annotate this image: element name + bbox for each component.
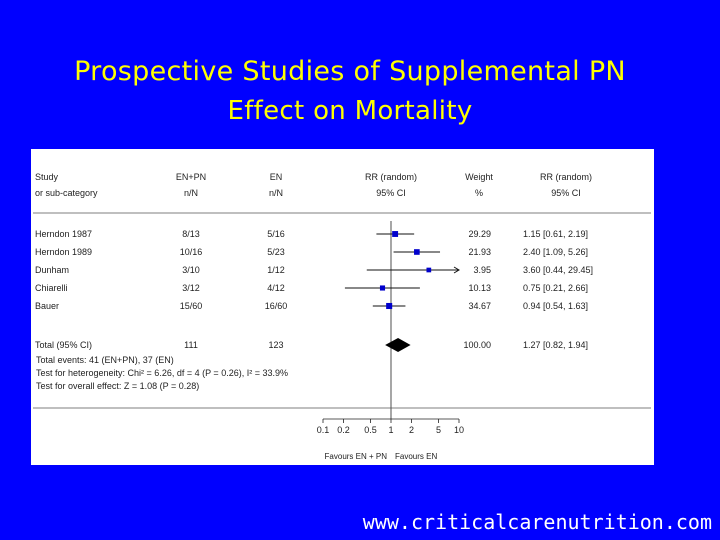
study-name: Chiarelli: [35, 283, 68, 293]
study-weight: 10.13: [468, 283, 491, 293]
study-en-pn: 3/10: [182, 265, 200, 275]
effect-square: [426, 267, 432, 273]
study-en: 16/60: [265, 301, 288, 311]
total-name: Total (95% CI): [35, 340, 92, 350]
study-en: 5/23: [267, 247, 285, 257]
study-name: Herndon 1989: [35, 247, 92, 257]
x-label-right: Favours EN: [395, 452, 437, 461]
total-en-pn: 111: [184, 340, 198, 350]
forest-plot: Study or sub-category EN+PN n/N EN n/N RR (ran…: [33, 172, 651, 461]
total-en: 123: [268, 340, 283, 350]
study-name: Bauer: [35, 301, 59, 311]
study-ci-text: 1.15 [0.61, 2.19]: [523, 229, 588, 239]
total-ci-text: 1.27 [0.82, 1.94]: [523, 340, 588, 350]
study-weight: 29.29: [468, 229, 491, 239]
header-en_pn: EN+PN: [176, 172, 206, 182]
study-ci-text: 2.40 [1.09, 5.26]: [523, 247, 588, 257]
study-name: Herndon 1987: [35, 229, 92, 239]
study-en: 1/12: [267, 265, 285, 275]
header-rr: RR (random): [365, 172, 417, 182]
header-weight: Weight: [465, 172, 493, 182]
study-weight: 21.93: [468, 247, 491, 257]
x-tick-label: 0.2: [337, 425, 350, 435]
slide-title: Prospective Studies of Supplemental PN: [74, 56, 626, 87]
study-en-pn: 15/60: [180, 301, 203, 311]
header-rr_ci-sub: 95% CI: [551, 188, 581, 198]
x-tick-label: 5: [436, 425, 441, 435]
study-en-pn: 3/12: [182, 283, 200, 293]
study-en: 5/16: [267, 229, 285, 239]
study-ci-text: 0.94 [0.54, 1.63]: [523, 301, 588, 311]
header-en-sub: n/N: [269, 188, 283, 198]
x-label-left: Favours EN + PN: [325, 452, 388, 461]
effect-square: [392, 231, 399, 237]
study-name: Dunham: [35, 265, 69, 275]
x-tick-label: 2: [409, 425, 414, 435]
header-study: Study: [35, 172, 59, 182]
website-url: www.criticalcarenutrition.com: [362, 510, 712, 534]
study-en-pn: 10/16: [180, 247, 203, 257]
study-weight: 3.95: [473, 265, 491, 275]
slide-subtitle: Effect on Mortality: [227, 96, 473, 126]
pooled-diamond: [385, 338, 411, 352]
total-events-text: Total events: 41 (EN+PN), 37 (EN): [36, 355, 174, 365]
study-weight: 34.67: [468, 301, 491, 311]
header-en: EN: [270, 172, 283, 182]
study-en: 4/12: [267, 283, 285, 293]
header-study-sub: or sub-category: [35, 188, 98, 198]
effect-square: [414, 249, 420, 255]
study-ci-text: 0.75 [0.21, 2.66]: [523, 283, 588, 293]
x-tick-label: 0.1: [317, 425, 330, 435]
total-weight: 100.00: [463, 340, 491, 350]
x-tick-label: 10: [454, 425, 464, 435]
study-en-pn: 8/13: [182, 229, 200, 239]
header-weight-sub: %: [475, 188, 483, 198]
header-rr_ci: RR (random): [540, 172, 592, 182]
header-rr-sub: 95% CI: [376, 188, 406, 198]
x-tick-label: 0.5: [364, 425, 377, 435]
heterogeneity-text: Test for heterogeneity: Chi² = 6.26, df …: [36, 368, 288, 378]
study-ci-text: 3.60 [0.44, 29.45]: [523, 265, 593, 275]
header-en_pn-sub: n/N: [184, 188, 198, 198]
x-tick-label: 1: [388, 425, 393, 435]
forest-plot-panel: Study or sub-category EN+PN n/N EN n/N RR (ran…: [31, 149, 654, 465]
effect-square: [379, 285, 386, 291]
effect-square: [386, 302, 393, 310]
ci-arrow: [453, 266, 460, 274]
overall-effect-text: Test for overall effect: Z = 1.08 (P = 0…: [36, 381, 200, 391]
